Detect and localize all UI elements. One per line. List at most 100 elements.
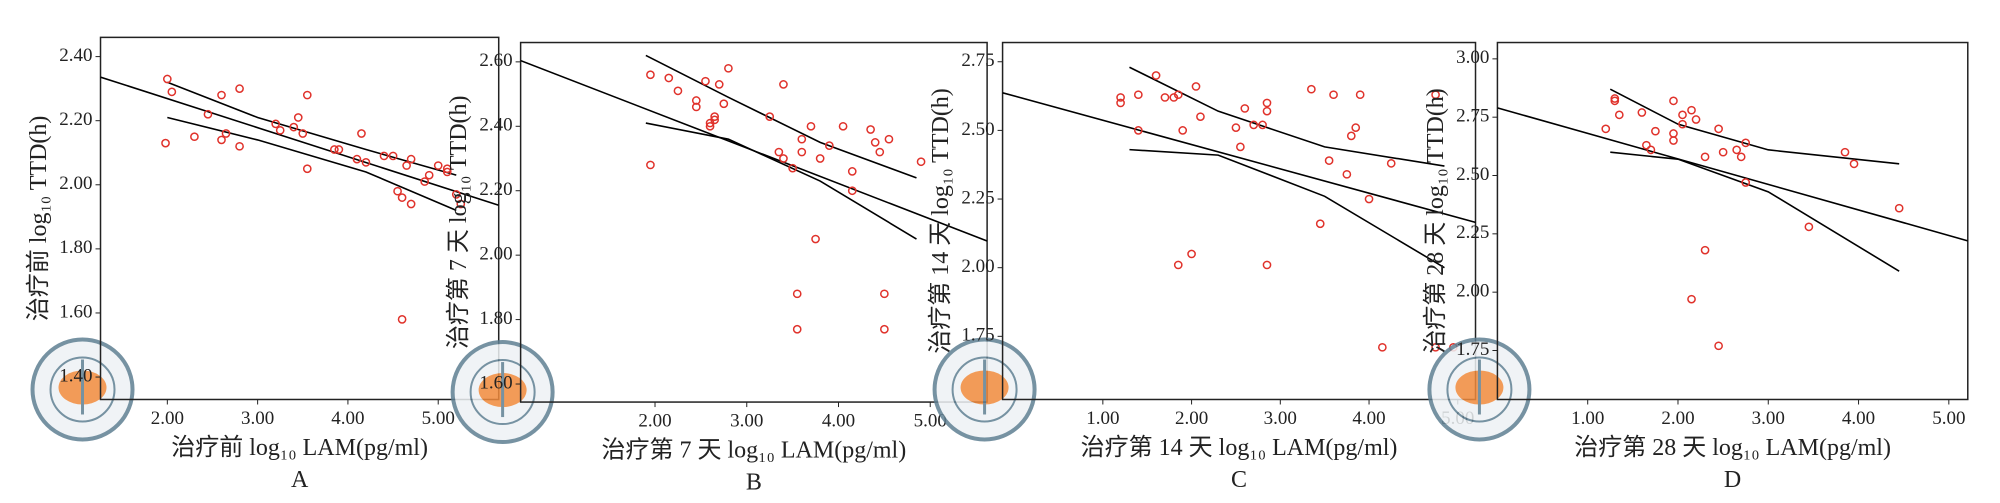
point bbox=[221, 129, 231, 138]
plot-frame bbox=[99, 36, 500, 401]
y-axis-label: 治疗前 log₁₀ TTD(h) bbox=[25, 116, 52, 322]
emblem bbox=[450, 340, 555, 445]
point bbox=[1377, 342, 1387, 352]
point bbox=[1262, 260, 1272, 270]
point bbox=[691, 96, 701, 105]
emblem-inner bbox=[469, 359, 536, 426]
point bbox=[275, 125, 285, 135]
point bbox=[1173, 260, 1183, 270]
point bbox=[1133, 126, 1143, 135]
point bbox=[691, 102, 701, 112]
point bbox=[916, 157, 926, 167]
point bbox=[1262, 98, 1272, 108]
point bbox=[1116, 93, 1125, 102]
point bbox=[1355, 90, 1365, 100]
point bbox=[1240, 104, 1250, 113]
point bbox=[664, 73, 674, 83]
plot-frame bbox=[1496, 41, 1969, 401]
fit-line bbox=[645, 54, 917, 179]
point bbox=[190, 132, 199, 142]
point bbox=[779, 154, 788, 163]
point bbox=[1646, 145, 1656, 155]
point bbox=[1431, 90, 1440, 100]
point bbox=[406, 154, 416, 164]
point bbox=[1741, 178, 1751, 187]
point bbox=[792, 324, 802, 334]
point bbox=[1732, 145, 1742, 155]
point bbox=[1840, 147, 1850, 157]
emblem-inner bbox=[49, 356, 116, 423]
emblem-inner bbox=[1446, 356, 1513, 423]
y-tick-label: 2.75 bbox=[1456, 106, 1489, 127]
fit-line bbox=[645, 122, 917, 240]
y-tick-label: 2.00 bbox=[479, 244, 512, 265]
point bbox=[1258, 120, 1267, 130]
point bbox=[838, 121, 848, 131]
x-tick-label: 1.00 bbox=[1086, 408, 1119, 429]
point bbox=[884, 134, 894, 144]
point bbox=[433, 161, 443, 170]
point bbox=[1329, 90, 1338, 100]
point bbox=[167, 87, 177, 97]
point bbox=[1714, 124, 1723, 134]
point bbox=[424, 170, 434, 180]
y-tick-label: 2.20 bbox=[59, 109, 92, 130]
point bbox=[1714, 341, 1723, 351]
point bbox=[1601, 124, 1611, 134]
point bbox=[1610, 96, 1620, 106]
point bbox=[1169, 93, 1179, 102]
y-tick-label: 2.60 bbox=[479, 50, 512, 71]
y-tick-label: 2.00 bbox=[1456, 281, 1489, 302]
point bbox=[847, 186, 857, 196]
y-tick-label: 1.75 bbox=[1456, 339, 1489, 360]
point bbox=[824, 141, 834, 150]
x-tick-label: 3.00 bbox=[241, 408, 274, 429]
x-tick-label: 2.00 bbox=[151, 408, 184, 429]
point bbox=[1346, 131, 1356, 141]
point bbox=[797, 134, 807, 144]
point bbox=[815, 154, 825, 163]
y-axis-label: 治疗第 7 天 log₁₀ TTD(h) bbox=[445, 95, 472, 349]
point bbox=[1669, 129, 1678, 138]
point bbox=[1700, 245, 1710, 255]
x-tick-label: 4.00 bbox=[1352, 408, 1385, 429]
plot-frame bbox=[1001, 41, 1477, 401]
point bbox=[1187, 249, 1196, 259]
fit-line bbox=[100, 76, 499, 207]
point bbox=[1718, 147, 1728, 157]
x-tick-label: 5.00 bbox=[422, 408, 455, 429]
point bbox=[1431, 342, 1440, 352]
point bbox=[1324, 156, 1334, 165]
point bbox=[298, 129, 308, 138]
point bbox=[1196, 112, 1205, 122]
point bbox=[1614, 110, 1624, 120]
y-tick-label: 1.80 bbox=[479, 308, 512, 329]
point bbox=[1307, 84, 1316, 94]
x-tick-label: 3.00 bbox=[1752, 408, 1785, 429]
point bbox=[334, 145, 344, 154]
point bbox=[866, 125, 875, 134]
point bbox=[235, 84, 244, 93]
point bbox=[456, 199, 466, 209]
emblem-inner bbox=[951, 356, 1018, 423]
point bbox=[420, 177, 430, 186]
point bbox=[379, 151, 389, 161]
point bbox=[442, 164, 452, 174]
y-tick-label: 2.50 bbox=[961, 119, 994, 140]
point bbox=[1262, 106, 1272, 116]
y-tick-label: 1.75 bbox=[961, 325, 994, 346]
point bbox=[673, 86, 683, 96]
point bbox=[397, 193, 407, 202]
y-tick-label: 1.80 bbox=[59, 237, 92, 258]
point bbox=[792, 289, 802, 299]
point bbox=[646, 70, 655, 80]
point bbox=[442, 167, 452, 177]
point bbox=[302, 90, 312, 100]
fit-line bbox=[1129, 66, 1445, 167]
point bbox=[797, 147, 807, 157]
point bbox=[397, 315, 407, 324]
point bbox=[203, 109, 213, 119]
point bbox=[646, 160, 655, 170]
point bbox=[710, 115, 719, 125]
point bbox=[289, 122, 299, 132]
